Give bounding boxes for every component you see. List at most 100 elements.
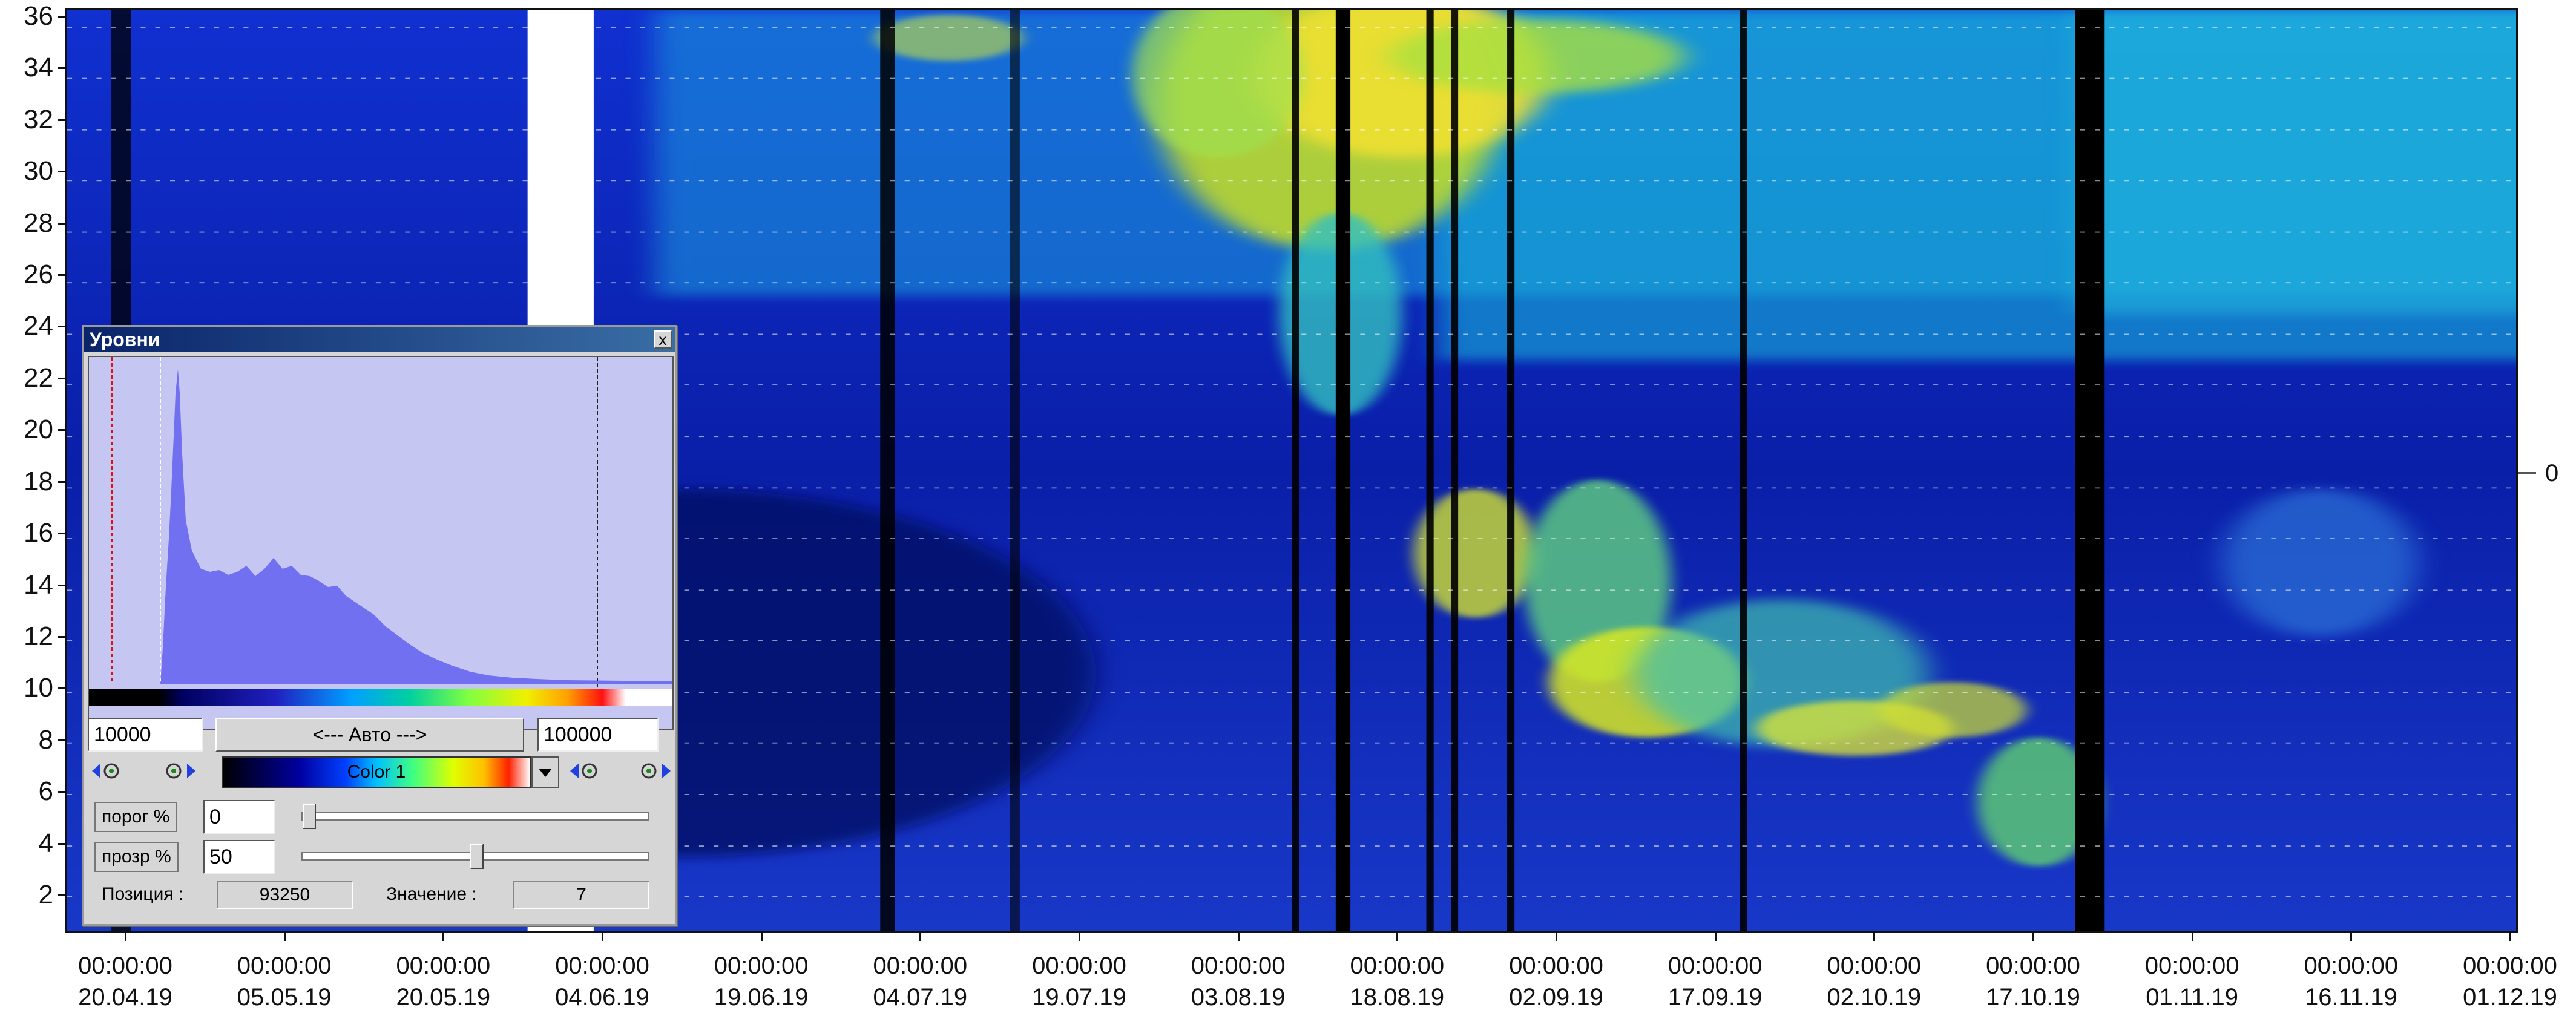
x-tick-date: 02.10.19 xyxy=(1827,984,1922,1011)
y-tick-mark xyxy=(58,635,67,638)
x-tick-label: 00:00:00 17.10.19 xyxy=(1966,950,2100,1013)
x-tick-date: 20.04.19 xyxy=(78,984,172,1011)
min-level-field[interactable]: 10000 xyxy=(88,718,203,752)
threshold-slider-track[interactable] xyxy=(301,804,649,829)
x-tick-label: 00:00:00 18.08.19 xyxy=(1330,950,1464,1013)
levels-dialog[interactable]: Уровни x xyxy=(82,325,677,926)
x-tick-mark xyxy=(442,933,445,941)
threshold-field[interactable]: 0 xyxy=(203,800,275,834)
x-tick-time: 00:00:00 xyxy=(1986,952,2080,979)
y-tick-mark xyxy=(58,480,67,483)
position-value: 93250 xyxy=(217,881,353,909)
chevron-down-icon[interactable] xyxy=(531,756,559,788)
y-tick-label: 26 xyxy=(24,259,53,289)
auto-button[interactable]: <--- Авто ---> xyxy=(215,718,524,752)
y-tick-mark xyxy=(58,377,67,379)
y-tick-label: 34 xyxy=(24,53,53,83)
x-tick-mark xyxy=(1396,933,1399,941)
x-tick-date: 04.07.19 xyxy=(873,984,968,1011)
x-tick-date: 05.05.19 xyxy=(237,984,332,1011)
eye-left-icon-2[interactable] xyxy=(568,758,606,784)
histogram-area xyxy=(160,369,672,684)
position-label: Позиция : xyxy=(102,884,184,904)
y-tick-mark xyxy=(58,119,67,121)
x-tick-time: 00:00:00 xyxy=(1032,952,1126,979)
y-tick-mark xyxy=(58,842,67,845)
x-tick-date: 20.05.19 xyxy=(396,984,491,1011)
x-tick-date: 19.06.19 xyxy=(714,984,809,1011)
x-tick-date: 16.11.19 xyxy=(2304,984,2397,1011)
y-tick-label: 36 xyxy=(24,1,53,31)
x-tick-mark xyxy=(1873,933,1876,941)
x-tick-label: 00:00:00 02.10.19 xyxy=(1807,950,1940,1013)
x-tick-date: 04.06.19 xyxy=(555,984,649,1011)
x-tick-date: 17.09.19 xyxy=(1668,984,1763,1011)
eye-right-icon[interactable] xyxy=(159,758,198,784)
x-tick-label: 00:00:00 16.11.19 xyxy=(2284,950,2417,1013)
x-tick-label: 00:00:00 01.11.19 xyxy=(2126,950,2259,1013)
x-tick-mark xyxy=(2509,933,2511,941)
x-tick-time: 00:00:00 xyxy=(78,952,172,979)
x-tick-label: 00:00:00 17.09.19 xyxy=(1649,950,1782,1013)
histogram-panel[interactable] xyxy=(88,356,674,730)
x-tick-mark xyxy=(2032,933,2034,941)
colorbar xyxy=(89,689,672,706)
transparency-slider-track[interactable] xyxy=(301,844,649,869)
palette-select[interactable]: Color 1 xyxy=(222,756,531,788)
y-tick-label: 20 xyxy=(24,415,53,445)
x-tick-time: 00:00:00 xyxy=(2304,952,2399,979)
y-tick-label: 14 xyxy=(24,569,53,600)
x-tick-time: 00:00:00 xyxy=(2463,952,2557,979)
x-tick-time: 00:00:00 xyxy=(1191,952,1286,979)
x-tick-time: 00:00:00 xyxy=(1350,952,1445,979)
y-tick-mark xyxy=(58,67,67,70)
y-tick-mark xyxy=(58,326,67,328)
x-tick-time: 00:00:00 xyxy=(1509,952,1603,979)
value-label: Значение : xyxy=(386,884,477,904)
eye-left-icon[interactable] xyxy=(90,758,128,784)
x-tick-label: 00:00:00 20.05.19 xyxy=(376,950,510,1013)
x-tick-date: 01.11.19 xyxy=(2146,984,2239,1011)
y-tick-mark xyxy=(58,533,67,535)
x-tick-label: 00:00:00 03.08.19 xyxy=(1172,950,1305,1013)
threshold-slider-thumb[interactable] xyxy=(303,804,316,829)
y-tick-label: 28 xyxy=(24,208,53,238)
x-tick-mark xyxy=(2350,933,2353,941)
x-tick-time: 00:00:00 xyxy=(396,952,491,979)
eye-right-icon-2[interactable] xyxy=(634,758,673,784)
y-tick-mark xyxy=(58,791,67,793)
y-tick-mark xyxy=(58,15,67,18)
y-tick-label: 6 xyxy=(38,776,53,807)
close-button[interactable]: x xyxy=(654,330,672,349)
x-tick-label: 00:00:00 02.09.19 xyxy=(1490,950,1623,1013)
x-tick-time: 00:00:00 xyxy=(237,952,332,979)
transparency-slider-thumb[interactable] xyxy=(470,844,484,869)
y-tick-label: 8 xyxy=(38,724,53,755)
x-tick-label: 00:00:00 05.05.19 xyxy=(218,950,351,1013)
x-tick-label: 00:00:00 04.06.19 xyxy=(536,950,669,1013)
y-tick-label: 10 xyxy=(24,673,53,703)
dialog-title[interactable]: Уровни xyxy=(84,327,675,352)
x-tick-time: 00:00:00 xyxy=(1668,952,1763,979)
histogram-chart xyxy=(89,357,672,706)
x-tick-mark xyxy=(1237,933,1240,941)
y-tick-mark xyxy=(58,894,67,897)
x-tick-label: 00:00:00 19.07.19 xyxy=(1013,950,1146,1013)
x-tick-date: 19.07.19 xyxy=(1032,984,1126,1011)
x-tick-time: 00:00:00 xyxy=(873,952,968,979)
x-tick-date: 17.10.19 xyxy=(1986,984,2080,1011)
y-tick-label: 12 xyxy=(24,621,53,651)
y-tick-mark xyxy=(58,687,67,690)
x-tick-mark xyxy=(1079,933,1080,941)
x-tick-label: 00:00:00 01.12.19 xyxy=(2443,950,2576,1013)
transparency-field[interactable]: 50 xyxy=(203,840,275,874)
x-tick-label: 00:00:00 04.07.19 xyxy=(853,950,987,1013)
y-tick-label: 22 xyxy=(24,362,53,393)
y-tick-mark xyxy=(58,222,67,225)
max-level-field[interactable]: 100000 xyxy=(537,718,659,752)
y-tick-label: 32 xyxy=(24,104,53,134)
right-axis-tick xyxy=(2518,472,2536,474)
y-tick-label: 30 xyxy=(24,156,53,186)
x-tick-mark xyxy=(602,933,603,941)
x-tick-time: 00:00:00 xyxy=(2144,952,2239,979)
